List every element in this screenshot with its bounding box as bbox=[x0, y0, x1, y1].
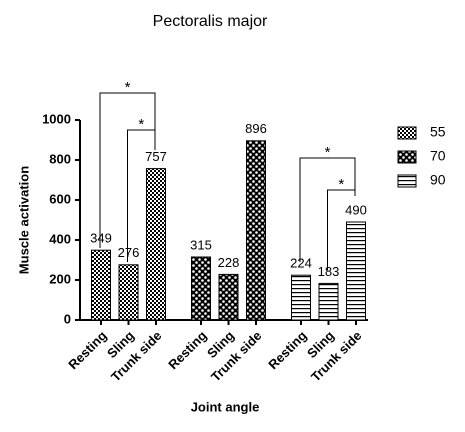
value-label: 228 bbox=[218, 255, 240, 270]
x-axis-label: Joint angle bbox=[191, 399, 260, 414]
significance-bracket bbox=[99, 92, 156, 248]
y-tick-label: 200 bbox=[49, 271, 71, 286]
value-label: 276 bbox=[118, 245, 140, 260]
legend-swatch bbox=[397, 150, 417, 164]
value-label: 490 bbox=[345, 202, 367, 217]
bar bbox=[346, 221, 366, 321]
chart-title: Pectoralis major bbox=[153, 13, 268, 30]
bar bbox=[91, 249, 111, 321]
y-tick-label: 0 bbox=[64, 311, 71, 326]
legend-label: 90 bbox=[430, 172, 446, 188]
bar bbox=[118, 264, 139, 321]
significance-label: * bbox=[138, 116, 144, 133]
value-label: 896 bbox=[245, 121, 267, 136]
significance-label: * bbox=[125, 79, 131, 96]
y-tick-label: 1000 bbox=[42, 111, 71, 126]
value-label: 224 bbox=[290, 256, 312, 271]
bar bbox=[291, 274, 311, 321]
bar bbox=[146, 168, 166, 321]
bar bbox=[218, 273, 239, 321]
value-label: 349 bbox=[90, 231, 112, 246]
y-axis-label: Muscle activation bbox=[16, 166, 31, 274]
legend-swatch bbox=[397, 174, 417, 188]
bar bbox=[191, 256, 211, 321]
significance-bracket bbox=[299, 157, 356, 262]
significance-label: * bbox=[338, 176, 344, 193]
bar bbox=[318, 282, 339, 321]
significance-bracket bbox=[327, 189, 356, 270]
legend-label: 70 bbox=[430, 148, 446, 164]
bar bbox=[246, 140, 266, 321]
y-tick-label: 400 bbox=[49, 231, 71, 246]
significance-label: * bbox=[325, 144, 331, 161]
value-label: 183 bbox=[318, 264, 340, 279]
legend-swatch bbox=[397, 126, 417, 140]
legend-label: 55 bbox=[430, 124, 446, 140]
value-label: 315 bbox=[190, 237, 212, 252]
significance-bracket bbox=[127, 129, 156, 262]
value-label: 757 bbox=[145, 149, 167, 164]
y-tick-label: 600 bbox=[49, 191, 71, 206]
y-tick-label: 800 bbox=[49, 151, 71, 166]
